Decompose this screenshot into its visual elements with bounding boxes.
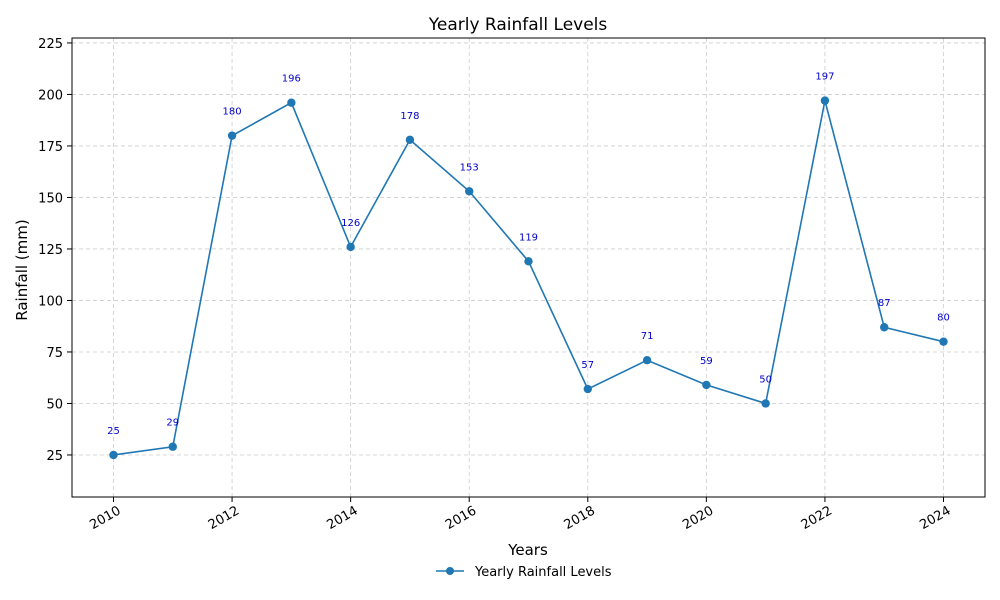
data-point: [820, 96, 830, 105]
data-point: [168, 442, 177, 451]
data-label: 153: [460, 162, 479, 173]
y-tick-label: 25: [46, 449, 63, 464]
legend: Yearly Rainfall Levels: [436, 565, 612, 580]
y-tick-label: 50: [46, 397, 63, 412]
data-label: 178: [400, 111, 419, 122]
data-label: 59: [700, 356, 713, 367]
data-label: 197: [815, 72, 834, 83]
legend-marker-swatch: [446, 567, 454, 575]
x-tick-label: 2014: [324, 503, 360, 533]
data-point: [524, 257, 533, 266]
data-label: 57: [581, 360, 594, 371]
data-point: [880, 323, 889, 332]
data-point: [702, 380, 711, 390]
data-point: [583, 384, 592, 394]
data-label: 29: [166, 418, 179, 429]
x-tick-label: 2016: [443, 503, 479, 533]
data-label: 180: [223, 107, 242, 118]
x-tick-label: 2024: [917, 503, 953, 533]
y-tick-label: 125: [38, 243, 63, 258]
data-label: 87: [878, 298, 891, 309]
data-label: 50: [759, 374, 772, 385]
x-tick-label: 2020: [680, 503, 716, 533]
data-points: [109, 96, 948, 460]
y-axis-ticks: 25 50 75 100 125 150 175 200 225: [38, 37, 72, 464]
data-label: 119: [519, 232, 538, 243]
x-axis-title: Years: [507, 541, 548, 559]
y-tick-label: 75: [46, 346, 63, 361]
series-line: [113, 100, 944, 456]
y-tick-label: 200: [38, 88, 63, 103]
data-label: 196: [282, 74, 301, 85]
x-tick-label: 2012: [206, 503, 242, 533]
series-line-group: [113, 100, 944, 456]
data-point: [939, 337, 948, 346]
y-axis-title: Rainfall (mm): [13, 219, 31, 320]
grid: [72, 38, 985, 497]
data-label: 80: [937, 313, 950, 324]
x-tick-label: 2022: [799, 503, 835, 533]
x-axis-ticks: 2010 2012 2014 2016 2018 2020 2022 2024: [87, 497, 954, 533]
x-tick-label: 2010: [87, 503, 123, 533]
data-point: [109, 450, 118, 460]
y-tick-label: 100: [38, 294, 63, 309]
data-point: [287, 98, 296, 107]
data-point: [346, 242, 355, 252]
y-tick-label: 225: [38, 37, 63, 52]
data-point: [465, 187, 474, 196]
data-point: [761, 399, 770, 408]
data-label: 126: [341, 218, 360, 229]
y-tick-label: 150: [38, 191, 63, 206]
x-tick-label: 2018: [562, 503, 598, 533]
data-labels: 25 29 180 196 126 178 153 119 57 71 59 50 197 87 80: [107, 72, 950, 437]
data-label: 25: [107, 426, 120, 437]
data-point: [405, 135, 415, 144]
legend-label: Yearly Rainfall Levels: [474, 565, 612, 580]
y-tick-label: 175: [38, 140, 63, 155]
plot-area-frame: [71, 37, 986, 498]
data-point: [642, 356, 652, 365]
chart-title: Yearly Rainfall Levels: [428, 15, 608, 35]
data-label: 71: [641, 331, 654, 342]
data-point: [227, 131, 237, 140]
